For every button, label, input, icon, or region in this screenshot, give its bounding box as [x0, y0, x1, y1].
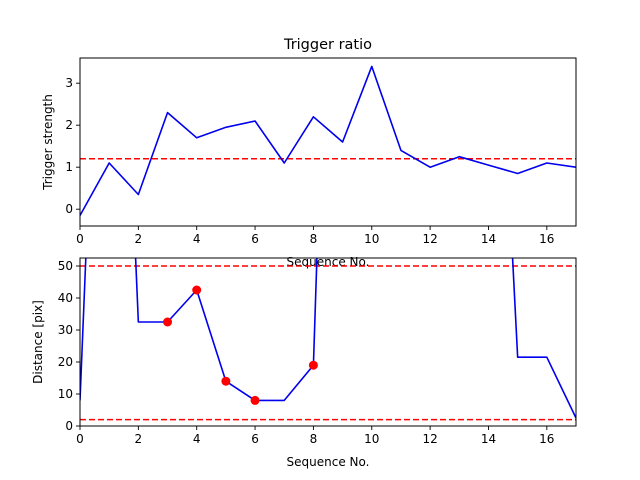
distance-data-point: [308, 360, 318, 370]
distance-x-tick-label: 10: [364, 432, 379, 446]
distance-x-tick-label: 2: [135, 432, 143, 446]
trigger-ratio-x-tick-label: 14: [481, 232, 496, 246]
distance-x-tick-label: 12: [422, 432, 437, 446]
distance-data-point: [192, 285, 202, 295]
distance-ticks: 0 2 4 6 8 10 12 14 16 0 10 20 30 40 50: [58, 259, 555, 446]
distance-y-tick-label: 0: [65, 419, 73, 433]
trigger-ratio-x-tick-label: 4: [193, 232, 201, 246]
distance-panel: 0 2 4 6 8 10 12 14 16 0 10 20 30 40 50 Sequence No. Di…: [31, 257, 577, 469]
trigger-ratio-y-tick-label: 3: [65, 76, 73, 90]
trigger-ratio-y-tick-label: 1: [65, 160, 73, 174]
distance-plot-area: [80, 258, 576, 421]
trigger-ratio-x-tick-label: 6: [251, 232, 259, 246]
trigger-ratio-plot-area: [80, 65, 576, 216]
distance-y-tick-label: 50: [58, 259, 73, 273]
distance-x-axis-label: Sequence No.: [287, 455, 370, 469]
distance-x-tick-label: 16: [539, 432, 554, 446]
trigger-ratio-series-line-0: [80, 65, 576, 216]
distance-data-point: [250, 395, 260, 405]
distance-data-point: [163, 317, 173, 327]
trigger-ratio-y-tick-label: 2: [65, 118, 73, 132]
trigger-ratio-title: Trigger ratio: [283, 37, 372, 53]
trigger-ratio-x-tick-label: 2: [135, 232, 143, 246]
distance-y-tick-label: 20: [58, 355, 73, 369]
trigger-ratio-x-axis-label: Sequence No.: [287, 255, 370, 269]
distance-x-tick-label: 0: [76, 432, 84, 446]
trigger-ratio-x-tick-label: 16: [539, 232, 554, 246]
distance-y-tick-label: 30: [58, 323, 73, 337]
distance-x-tick-label: 6: [251, 432, 259, 446]
distance-series-line-0: [80, 258, 576, 419]
distance-axes-frame: [79, 257, 577, 427]
trigger-ratio-y-tick-label: 0: [65, 202, 73, 216]
trigger-ratio-y-axis-label: Trigger strength: [41, 94, 55, 191]
distance-y-tick-label: 10: [58, 387, 73, 401]
distance-x-tick-label: 8: [310, 432, 318, 446]
distance-y-tick-label: 40: [58, 291, 73, 305]
trigger-ratio-x-tick-label: 0: [76, 232, 84, 246]
distance-data-point: [221, 376, 231, 386]
distance-y-axis-label: Distance [pix]: [31, 300, 45, 384]
trigger-ratio-x-tick-label: 8: [310, 232, 318, 246]
distance-x-tick-label: 4: [193, 432, 201, 446]
trigger-ratio-x-tick-label: 12: [422, 232, 437, 246]
distance-x-tick-label: 14: [481, 432, 496, 446]
trigger-ratio-axes-frame: [79, 57, 577, 227]
trigger-ratio-x-tick-label: 10: [364, 232, 379, 246]
